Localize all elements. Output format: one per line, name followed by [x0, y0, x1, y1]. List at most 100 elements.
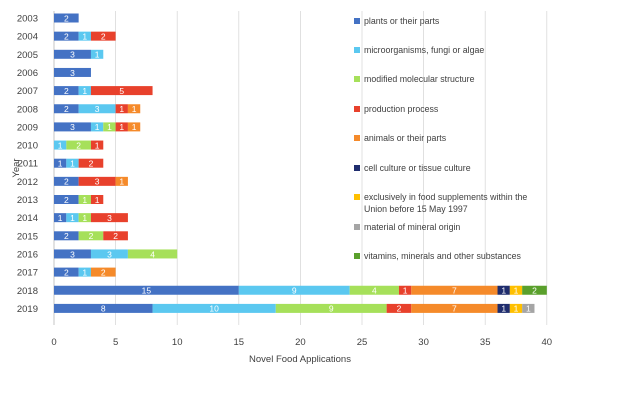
bar-segment [386, 303, 412, 313]
bar-data-label: 2 [64, 267, 69, 277]
legend-label: material of mineral origin [364, 222, 460, 232]
y-category-label: 2011 [18, 159, 38, 170]
bar-segment [349, 285, 399, 295]
bar-data-label: 1 [526, 304, 531, 314]
y-category-label: 2019 [17, 304, 38, 315]
y-axis-categories: 2003 2004 2005 2006 2007 2008 2009 2010 2011 2012… [17, 14, 38, 315]
bar-data-label: 3 [107, 249, 112, 259]
bar-segment [54, 122, 91, 132]
bar-segment [90, 249, 128, 259]
bar-data-label: 2 [101, 31, 106, 41]
legend-swatch [354, 194, 360, 200]
legend-label: exclusively in food supplements within t… [364, 192, 527, 202]
y-category-label: 2014 [17, 213, 38, 224]
bar-segment [78, 31, 91, 41]
bar-segment [54, 249, 91, 259]
bar-data-label: 1 [501, 304, 506, 314]
y-category-label: 2003 [17, 14, 38, 25]
legend-swatch [354, 47, 360, 53]
x-tick-label: 35 [480, 337, 491, 348]
bar-segment [238, 285, 350, 295]
bar-data-label: 15 [142, 286, 152, 296]
bar-data-label: 1 [132, 104, 137, 114]
bar-data-label: 10 [209, 304, 219, 314]
bar-segment [497, 285, 510, 295]
bar-segment [115, 176, 128, 186]
legend-swatch [354, 76, 360, 82]
bar-data-label: 1 [58, 140, 63, 150]
bar-segment [78, 231, 104, 241]
bar-data-label: 2 [89, 231, 94, 241]
bar-segment [78, 104, 116, 114]
bar-segment [509, 303, 523, 313]
x-tick-label: 40 [542, 337, 553, 348]
legend: plants or their parts microorganisms, fun… [354, 16, 527, 261]
y-category-label: 2004 [17, 32, 38, 43]
bar-segment [398, 285, 412, 295]
x-tick-label: 5 [113, 337, 118, 348]
bar-data-label: 2 [64, 86, 69, 96]
bar-segment [275, 303, 387, 313]
bar-data-label: 3 [70, 122, 75, 132]
bar-segment [90, 140, 104, 150]
y-category-label: 2007 [17, 86, 38, 97]
bar-data-label: 3 [95, 177, 100, 187]
bar-data-label: 1 [82, 267, 87, 277]
bar-data-label: 2 [101, 267, 106, 277]
bar-segment [115, 122, 128, 132]
bar-segment [54, 303, 153, 313]
bar-data-label: 1 [132, 122, 137, 132]
bar-segment [411, 285, 498, 295]
legend-label: production process [364, 104, 439, 114]
bar-data-label: 8 [101, 304, 106, 314]
bar-data-label: 1 [82, 195, 87, 205]
y-axis-label: Year [11, 158, 22, 177]
bar-data-label: 2 [64, 104, 69, 114]
y-category-label: 2018 [17, 286, 38, 297]
bar-segment [90, 213, 128, 223]
legend-swatch [354, 165, 360, 171]
legend-swatch [354, 135, 360, 141]
bar-data-label: 1 [95, 140, 100, 150]
bar-segment [54, 158, 67, 168]
legend-label: vitamins, minerals and other substances [364, 251, 522, 261]
bar-data-label: 1 [95, 195, 100, 205]
x-axis-label: Novel Food Applications [249, 354, 351, 365]
y-category-label: 2012 [17, 177, 38, 188]
bar-segment [54, 267, 79, 277]
bar-segment [66, 140, 91, 150]
bar-data-label: 7 [452, 286, 457, 296]
x-tick-label: 30 [418, 337, 429, 348]
y-category-label: 2015 [17, 231, 38, 242]
bar-data-label: 2 [532, 286, 537, 296]
bar-segment [78, 213, 91, 223]
bar-segment [54, 31, 79, 41]
bar-segment [152, 303, 276, 313]
y-category-label: 2017 [17, 268, 38, 279]
legend-swatch [354, 253, 360, 259]
bar-data-label: 1 [58, 213, 63, 223]
y-category-label: 2008 [17, 104, 38, 115]
bar-segment [66, 213, 79, 223]
legend-label: modified molecular structure [364, 74, 475, 84]
bar-segment [78, 195, 91, 204]
x-tick-label: 0 [51, 337, 56, 348]
y-category-label: 2005 [17, 50, 38, 61]
bar-data-label: 4 [150, 249, 155, 259]
bar-data-label: 5 [119, 86, 124, 96]
bar-segment [54, 140, 67, 150]
legend-label: animals or their parts [364, 133, 447, 143]
bar-data-label: 2 [76, 140, 81, 150]
bar-data-label: 3 [70, 249, 75, 259]
bar-data-label: 1 [95, 122, 100, 132]
y-category-label: 2016 [17, 249, 38, 260]
bar-segment [103, 122, 116, 132]
bar-segment [90, 49, 104, 59]
bar-data-label: 3 [95, 104, 100, 114]
bar-segment [54, 213, 67, 223]
bar-data-label: 2 [64, 31, 69, 41]
bar-data-label: 1 [82, 31, 87, 41]
bar-data-label: 1 [70, 213, 75, 223]
bar-data-label: 1 [82, 86, 87, 96]
x-axis-ticks: 0 5 10 15 20 25 30 35 40 [51, 337, 552, 348]
